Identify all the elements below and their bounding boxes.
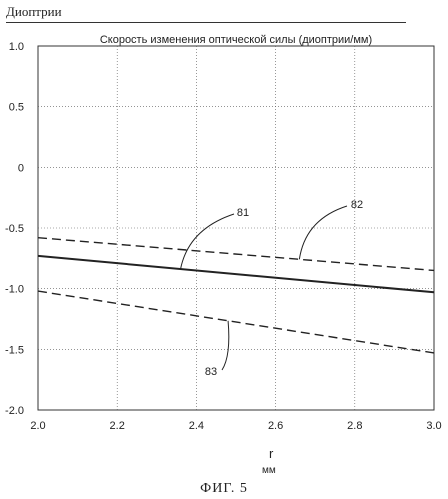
x-tick-label: 2.4 [189,420,204,432]
grid [38,46,434,410]
x-tick-label: 2.2 [110,420,125,432]
figure-caption: ФИГ. 5 [0,481,448,497]
callout-leader-82 [299,206,347,259]
series-83-line [38,291,434,353]
x-tick-label: 2.8 [347,420,362,432]
callout-leader-83 [222,321,229,370]
x-axis-label: r [269,446,273,461]
y-tick-label: -0.5 [5,223,24,235]
callout-label-83: 83 [205,366,217,378]
callout-leader-81 [181,214,234,269]
series-group [38,238,434,353]
x-axis-unit: мм [262,465,276,476]
y-axis-ticks: 1.0 0.5 0 -0.5 -1.0 -1.5 -2.0 [5,41,24,417]
y-tick-label: -2.0 [5,405,24,417]
y-tick-label: 0 [18,162,24,174]
x-tick-label: 2.0 [30,420,45,432]
callout-label-82: 82 [351,199,363,211]
series-82-line [38,238,434,271]
y-tick-label: -1.0 [5,284,24,296]
callout-label-81: 81 [237,207,249,219]
chart-title: Скорость изменения оптической силы (диоп… [100,34,372,46]
series-81-line [38,256,434,292]
x-tick-label: 2.6 [268,420,283,432]
x-tick-label: 3.0 [426,420,441,432]
y-tick-label: 1.0 [9,41,24,53]
y-tick-label: 0.5 [9,102,24,114]
y-tick-label: -1.5 [5,344,24,356]
x-axis-ticks: 2.0 2.2 2.4 2.6 2.8 3.0 [30,420,441,432]
